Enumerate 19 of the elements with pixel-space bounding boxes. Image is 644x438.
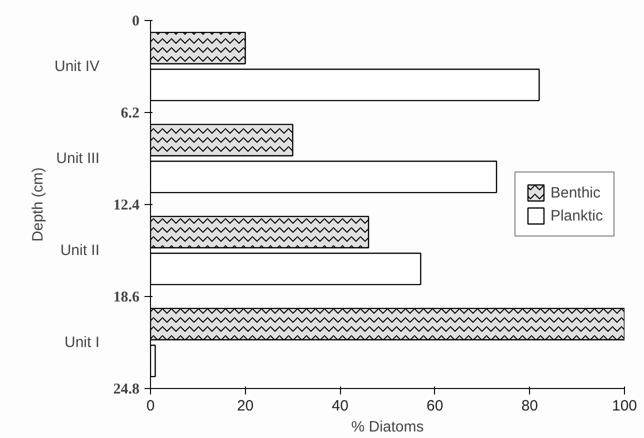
x-tick-label: 20: [236, 398, 254, 414]
x-tick-label: 80: [521, 398, 538, 414]
text: 18.6: [113, 290, 140, 306]
y-tick-label: Unit III: [56, 150, 100, 167]
text: 6.2: [120, 106, 140, 122]
legend-label: Benthic: [550, 184, 601, 201]
x-tick-label: 0: [146, 398, 155, 414]
y-tick-label: Unit I: [64, 334, 100, 351]
text: 12.4: [113, 198, 140, 214]
x-tick-label: 100: [612, 398, 638, 414]
y-tick-label: Unit IV: [54, 58, 100, 75]
x-tick-label: 40: [332, 398, 348, 414]
text: 24.8: [113, 382, 140, 398]
x-tick-label: 60: [426, 398, 444, 414]
x-axis-title: % Diatoms: [351, 418, 424, 436]
y-tick-label: Unit II: [60, 242, 100, 259]
legend-label: Planktic: [550, 207, 603, 224]
y-axis-title: Depth (cm): [29, 167, 46, 242]
text: 0: [132, 14, 140, 30]
